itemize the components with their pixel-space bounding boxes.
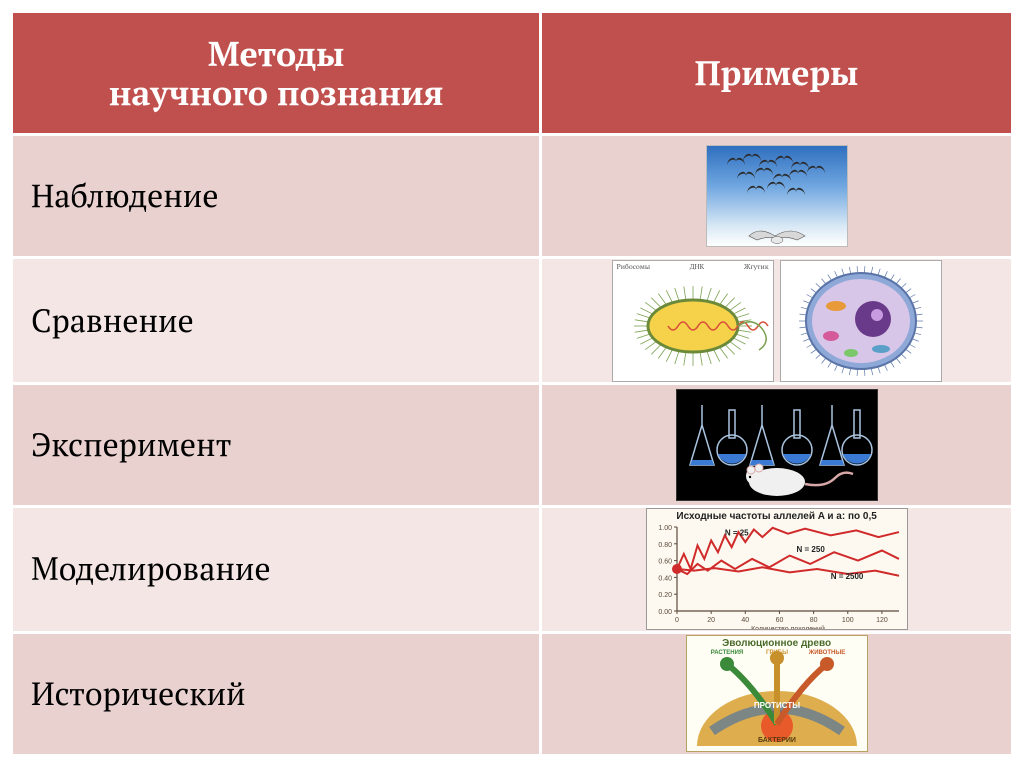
svg-text:0: 0 [675,617,679,624]
svg-text:20: 20 [707,617,715,624]
chart-title: Исходные частоты аллелей A и a: по 0,5 [647,511,907,522]
svg-text:0.40: 0.40 [658,576,672,583]
prokaryote-labels: Рибосомы ДНК Жгутик [617,263,769,272]
example-cell: Эволюционное древо РАСТЕНИЯ ГРИБЫ ЖИВОТНЫЕ… [541,632,1013,755]
example-cell [541,135,1013,258]
svg-text:60: 60 [775,617,783,624]
example-cell: Рибосомы ДНК Жгутик [541,258,1013,383]
table-row: Моделирование Исходные частоты аллелей A… [12,507,1013,632]
evo-title: Эволюционное древо [687,638,867,649]
svg-text:0.80: 0.80 [658,542,672,549]
example-cell [541,383,1013,506]
method-label: Сравнение [12,258,541,383]
svg-text:80: 80 [809,617,817,624]
header-methods-line2: научного познания [109,70,444,115]
table-row: Эксперимент [12,383,1013,506]
modeling-chart: Исходные частоты аллелей A и a: по 0,5 0… [646,508,908,630]
svg-text:N = 25: N = 25 [724,529,748,538]
experiment-image [676,389,878,501]
evolution-tree: Эволюционное древо РАСТЕНИЯ ГРИБЫ ЖИВОТНЫЕ… [686,635,868,752]
svg-text:120: 120 [876,617,888,624]
svg-text:РАСТЕНИЯ: РАСТЕНИЯ [710,650,742,656]
comparison-image: Рибосомы ДНК Жгутик [542,260,1011,382]
svg-text:0.00: 0.00 [658,609,672,616]
prokaryote-card: Рибосомы ДНК Жгутик [612,260,774,382]
table-row: Исторический Эволюционное древо РАСТЕНИЯ… [12,632,1013,755]
header-methods: Методы научного познания [12,12,541,135]
table-row: Наблюдение [12,135,1013,258]
svg-text:БАКТЕРИИ: БАКТЕРИИ [758,737,796,744]
svg-text:ПРОТИСТЫ: ПРОТИСТЫ [754,701,800,710]
svg-text:100: 100 [842,617,854,624]
svg-text:N = 2500: N = 2500 [830,572,863,581]
svg-text:1.00: 1.00 [658,525,672,532]
eukaryote-card [780,260,942,382]
method-label: Моделирование [12,507,541,632]
observation-image [706,145,848,247]
svg-text:N = 250: N = 250 [796,546,825,555]
svg-text:40: 40 [741,617,749,624]
svg-text:Количество поколений: Количество поколений [751,625,825,629]
method-label: Эксперимент [12,383,541,506]
svg-text:0.60: 0.60 [658,559,672,566]
svg-text:0.20: 0.20 [658,593,672,600]
large-bird [747,218,807,242]
svg-text:ГРИБЫ: ГРИБЫ [766,650,788,656]
method-label: Наблюдение [12,135,541,258]
svg-text:ЖИВОТНЫЕ: ЖИВОТНЫЕ [807,650,844,656]
slide: Методы научного познания Примеры Наблюде… [0,0,1024,767]
table-row: Сравнение Рибосомы ДНК Жгутик [12,258,1013,383]
method-label: Исторический [12,632,541,755]
methods-table: Методы научного познания Примеры Наблюде… [10,10,1014,757]
header-examples: Примеры [541,12,1013,135]
example-cell: Исходные частоты аллелей A и a: по 0,5 0… [541,507,1013,632]
